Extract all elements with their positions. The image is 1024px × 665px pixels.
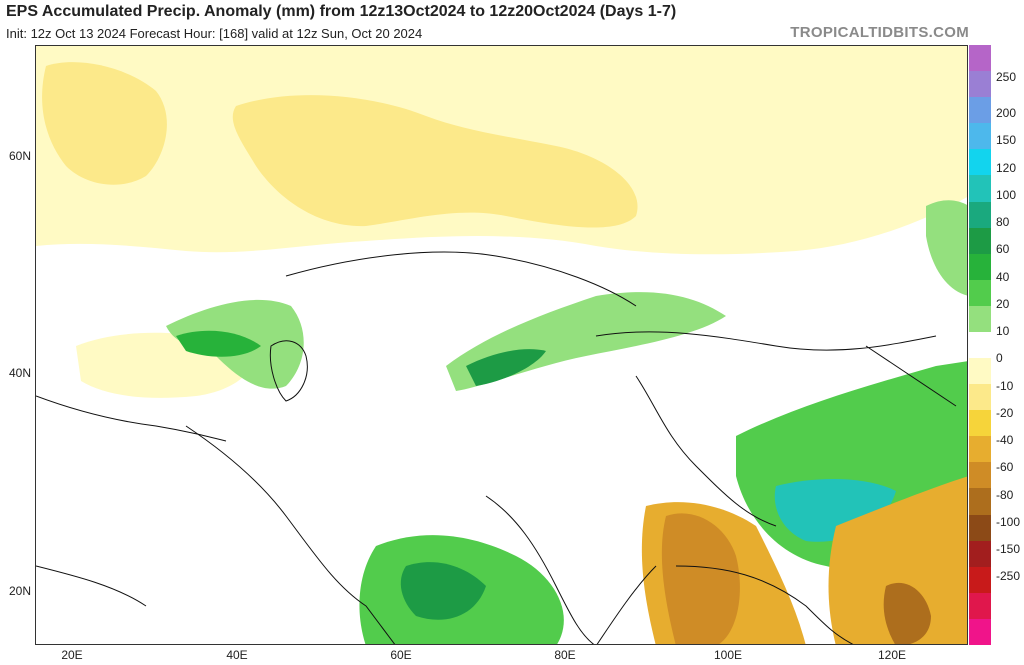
dry-anomaly-russia <box>232 95 638 228</box>
colorbar-label: 0 <box>996 351 1003 365</box>
colorbar-swatch <box>969 540 991 568</box>
colorbar-swatch <box>969 462 991 489</box>
lon-label-100e: 100E <box>713 648 743 662</box>
map-title: EPS Accumulated Precip. Anomaly (mm) fro… <box>6 3 677 20</box>
lon-label-60e: 60E <box>390 648 412 662</box>
colorbar-label: -20 <box>996 406 1014 420</box>
colorbar-label: 20 <box>996 297 1010 311</box>
colorbar-swatch <box>969 227 991 255</box>
colorbar-swatch <box>969 358 991 385</box>
colorbar-swatch <box>969 410 991 437</box>
colorbar-swatch <box>969 123 991 150</box>
map-subtitle: Init: 12z Oct 13 2024 Forecast Hour: [16… <box>6 26 423 41</box>
colorbar-label: -150 <box>996 542 1021 556</box>
colorbar-swatch <box>969 592 991 620</box>
lon-label-40e: 40E <box>226 648 248 662</box>
coastline-arabia <box>36 425 396 644</box>
coastline-india <box>485 495 657 644</box>
colorbar-label: -40 <box>996 433 1014 447</box>
lat-label-40n: 40N <box>8 366 31 380</box>
colorbar-swatch <box>969 384 991 411</box>
wet-anomaly-kazakhstan-east <box>926 200 967 296</box>
wet-anomaly-arabian-core <box>400 562 486 620</box>
colorbar-label: 40 <box>996 270 1010 284</box>
colorbar-swatch <box>969 149 991 176</box>
colorbar-swatch <box>969 175 991 202</box>
colorbar-swatch <box>969 201 991 229</box>
colorbar-swatch <box>969 566 991 594</box>
dry-anomaly-philippines <box>883 582 931 644</box>
caspian-sea <box>269 340 308 402</box>
lat-label-60n: 60N <box>8 149 31 163</box>
border-mediterranean <box>36 395 227 442</box>
lat-label-20n: 20N <box>8 584 31 598</box>
colorbar-label: 10 <box>996 324 1010 338</box>
border-china <box>595 331 937 527</box>
colorbar-swatch <box>969 279 991 307</box>
colorbar-swatch <box>969 514 991 542</box>
colorbar-label: 250 <box>996 70 1017 84</box>
colorbar-label: 80 <box>996 215 1010 229</box>
colorbar-label: -100 <box>996 515 1021 529</box>
lon-label-80e: 80E <box>554 648 576 662</box>
colorbar <box>969 45 991 646</box>
dry-anomaly-myanmar <box>661 513 740 644</box>
colorbar-swatch <box>969 253 991 281</box>
colorbar-swatch <box>969 618 991 646</box>
wet-anomaly-black-sea <box>176 330 261 357</box>
colorbar-swatch <box>969 436 991 463</box>
colorbar-swatch <box>969 305 991 333</box>
lon-label-120e: 120E <box>877 648 907 662</box>
precip-anomaly-map <box>35 45 968 645</box>
colorbar-label: 200 <box>996 106 1017 120</box>
colorbar-swatch <box>969 97 991 124</box>
colorbar-label: 120 <box>996 161 1017 175</box>
colorbar-label: -250 <box>996 569 1021 583</box>
colorbar-label: 60 <box>996 242 1010 256</box>
border-kazakhstan <box>285 251 637 307</box>
colorbar-label: -80 <box>996 488 1014 502</box>
colorbar-label: -10 <box>996 379 1014 393</box>
colorbar-swatch <box>969 45 991 72</box>
colorbar-label: -60 <box>996 460 1014 474</box>
lon-label-20e: 20E <box>61 648 83 662</box>
map-canvas <box>36 46 967 644</box>
brand-watermark: TROPICALTIDBITS.COM <box>790 24 969 41</box>
coastline-east-asia <box>675 345 957 644</box>
colorbar-label: 150 <box>996 133 1017 147</box>
colorbar-label: 100 <box>996 188 1017 202</box>
dry-anomaly-europe <box>42 62 167 185</box>
colorbar-swatch <box>969 71 991 98</box>
dry-anomaly-south-china-sea <box>828 476 967 644</box>
wet-anomaly-tian-shan <box>466 349 546 386</box>
colorbar-swatch <box>969 488 991 516</box>
colorbar-swatch <box>969 331 991 359</box>
